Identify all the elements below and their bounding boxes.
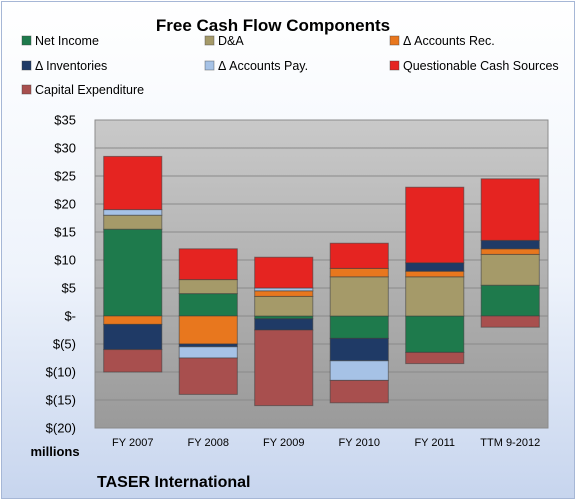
bar-segment [405,351,465,365]
bar-segment [178,293,238,317]
bar-segment [480,239,540,250]
legend-swatch [21,35,32,46]
units-label: millions [30,444,79,459]
company-name: TASER International [97,474,251,491]
legend: Net Income D&A Δ Accounts Rec. Δ Inventorie… [21,34,559,97]
bar-segment [405,315,465,353]
bar-segment [329,315,389,339]
bar-segment [254,290,314,297]
y-tick-label: $(15) [46,393,76,408]
bar-segment [103,315,163,325]
bar-segment [405,276,465,317]
legend-swatch [21,84,32,95]
y-tick-label: $30 [54,141,76,156]
gridlines [95,119,548,429]
y-tick-label: $10 [54,253,76,268]
y-tick-label: $5 [62,281,76,296]
y-tick-label: $15 [54,225,76,240]
legend-swatch [389,60,400,71]
legend-swatch [389,35,400,46]
bar-segment [178,357,238,395]
bar-segment [254,295,314,317]
bar-segment [329,267,389,278]
bar-segment [103,209,163,216]
x-tick-label: TTM 9-2012 [480,437,540,449]
bar-segment [178,279,238,295]
y-tick-label: $- [64,309,76,324]
bar-segment [178,315,238,345]
bar-segment [254,318,314,331]
y-axis: $35 $30 $25 $20 $15 $10 $5 $- $(5) $(10) $(15) $(20… [46,113,76,436]
bar-segment [480,178,540,241]
bar-segment [254,256,314,289]
bar-segment [405,262,465,272]
bar-segment [103,323,163,351]
y-tick-label: $(20) [46,421,76,436]
plot-area [94,119,549,429]
x-tick-label: FY 2008 [188,437,229,449]
legend-label: Δ Accounts Rec. [403,34,495,48]
bar-segment [254,329,314,407]
legend-swatch [204,60,215,71]
legend-label: Questionable Cash Sources [403,59,559,73]
bar-segment [103,349,163,373]
legend-label: Δ Accounts Pay. [218,59,308,73]
y-tick-label: $25 [54,169,76,184]
x-tick-label: FY 2010 [339,437,380,449]
x-axis: FY 2007 FY 2008 FY 2009 FY 2010 FY 2011 TTM 9… [112,437,540,449]
y-tick-label: $(5) [53,337,76,352]
bar-segment [405,270,465,278]
bars [103,155,540,407]
bar-segment [405,186,465,264]
bar-segment [178,346,238,359]
bar-segment [480,253,540,286]
bar-segment [103,214,163,230]
legend-label: Net Income [35,34,99,48]
x-tick-label: FY 2009 [263,437,304,449]
legend-label: D&A [218,34,244,48]
bar-segment [329,337,389,362]
bar-segment [329,242,389,269]
y-tick-label: $35 [54,113,76,128]
bar-segment [103,228,163,317]
y-tick-label: $20 [54,197,76,212]
bar-segment [178,248,238,281]
legend-swatch [21,60,32,71]
bar-segment [329,379,389,404]
y-tick-label: $(10) [46,365,76,380]
legend-label: Δ Inventories [35,59,107,73]
legend-swatch [204,35,215,46]
x-tick-label: FY 2011 [414,437,455,449]
chart-title: Free Cash Flow Components [156,16,390,35]
bar-segment [103,155,163,211]
x-tick-label: FY 2007 [112,437,153,449]
bar-segment [480,284,540,317]
bar-segment [329,360,389,381]
bar-segment [329,276,389,317]
bar-segment [480,315,540,328]
bar-segment [480,248,540,255]
legend-label: Capital Expenditure [35,83,144,97]
